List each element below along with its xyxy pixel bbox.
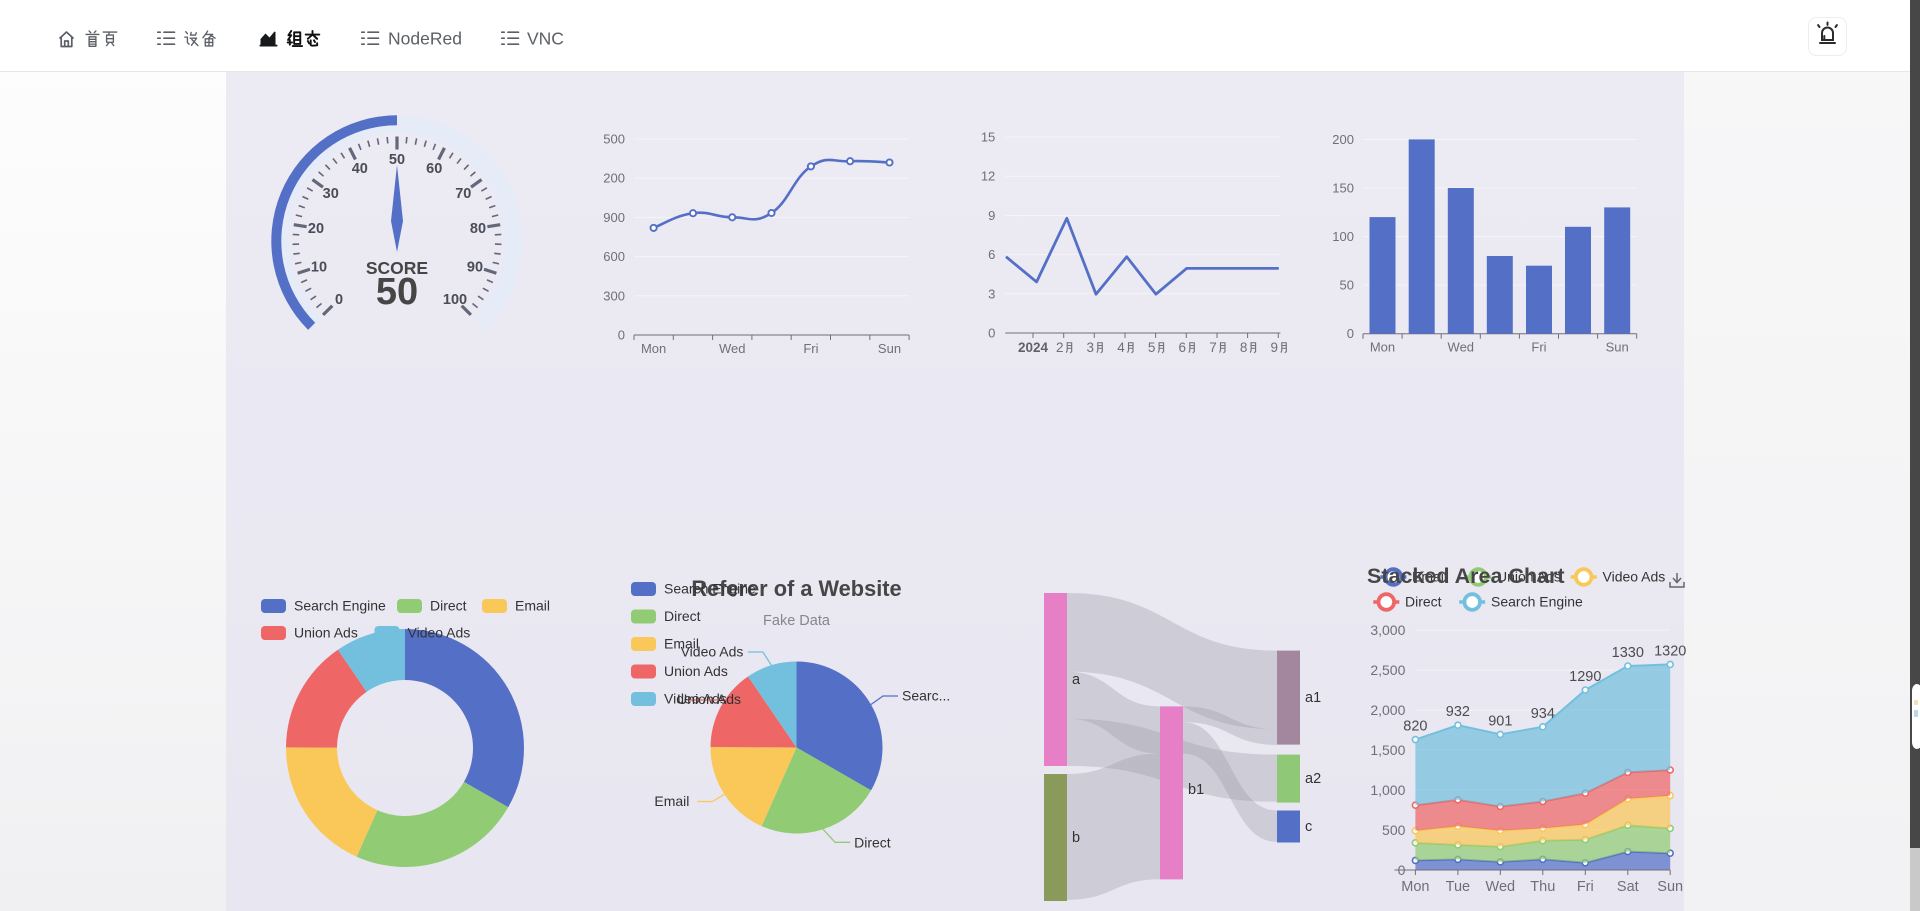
svg-text:12: 12 xyxy=(981,169,995,184)
svg-text:Stacked Area Chart: Stacked Area Chart xyxy=(1367,564,1565,588)
svg-text:b: b xyxy=(1072,830,1080,846)
svg-text:6: 6 xyxy=(988,247,995,262)
svg-text:c: c xyxy=(1305,819,1312,835)
svg-text:Video Ads: Video Ads xyxy=(408,625,471,641)
svg-text:3,000: 3,000 xyxy=(1370,622,1405,638)
svg-text:934: 934 xyxy=(1531,706,1555,722)
svg-text:500: 500 xyxy=(1382,822,1406,838)
svg-text:a2: a2 xyxy=(1305,771,1321,787)
svg-text:90: 90 xyxy=(467,259,483,275)
svg-text:Union Ads: Union Ads xyxy=(1497,569,1561,585)
svg-text:Video Ads: Video Ads xyxy=(1603,569,1666,585)
svg-text:0: 0 xyxy=(988,326,995,341)
svg-text:Direct: Direct xyxy=(1405,594,1442,610)
svg-text:1320: 1320 xyxy=(1654,643,1686,659)
svg-text:Email: Email xyxy=(515,598,550,614)
svg-text:150: 150 xyxy=(1332,181,1354,196)
svg-text:1,000: 1,000 xyxy=(1370,782,1405,798)
svg-text:a: a xyxy=(1072,672,1081,688)
svg-text:Sat: Sat xyxy=(1617,879,1639,895)
svg-text:9: 9 xyxy=(988,208,995,223)
svg-text:Fake Data: Fake Data xyxy=(763,613,831,629)
svg-text:Email: Email xyxy=(1412,569,1447,585)
svg-text:200: 200 xyxy=(603,171,625,186)
svg-text:900: 900 xyxy=(603,210,625,225)
svg-text:100: 100 xyxy=(1332,229,1354,244)
svg-text:Referer of a Website: Referer of a Website xyxy=(691,576,901,601)
svg-text:Search Engine: Search Engine xyxy=(664,581,756,597)
svg-text:6: 6 xyxy=(1179,340,1187,355)
svg-text:Mon: Mon xyxy=(641,341,666,356)
svg-text:Sun: Sun xyxy=(1657,879,1683,895)
svg-text:50: 50 xyxy=(1340,278,1354,293)
svg-text:Fri: Fri xyxy=(803,341,818,356)
svg-text:1290: 1290 xyxy=(1569,669,1601,685)
svg-text:a1: a1 xyxy=(1305,690,1321,706)
svg-text:Wed: Wed xyxy=(719,341,746,356)
svg-text:70: 70 xyxy=(455,186,471,202)
svg-text:50: 50 xyxy=(389,152,405,168)
svg-text:Video Ads: Video Ads xyxy=(664,691,727,707)
svg-text:Video Ads: Video Ads xyxy=(681,644,744,660)
svg-text:2,500: 2,500 xyxy=(1370,662,1405,678)
svg-text:2,000: 2,000 xyxy=(1370,702,1405,718)
svg-text:Union Ads: Union Ads xyxy=(677,691,741,707)
svg-text:7: 7 xyxy=(1209,340,1217,355)
svg-text:Fri: Fri xyxy=(1577,879,1594,895)
svg-text:Wed: Wed xyxy=(1448,340,1475,355)
svg-text:50: 50 xyxy=(376,271,418,313)
svg-text:Mon: Mon xyxy=(1370,340,1395,355)
svg-text:Direct: Direct xyxy=(664,608,701,624)
svg-text:1330: 1330 xyxy=(1612,645,1644,661)
svg-text:0: 0 xyxy=(335,292,343,308)
svg-text:b1: b1 xyxy=(1188,782,1204,798)
svg-text:200: 200 xyxy=(1332,132,1354,147)
svg-text:2024: 2024 xyxy=(1018,340,1049,355)
svg-text:Sun: Sun xyxy=(1606,340,1629,355)
svg-text:20: 20 xyxy=(308,221,324,237)
svg-text:Tue: Tue xyxy=(1446,879,1470,895)
svg-text:Searc...: Searc... xyxy=(902,687,950,703)
svg-text:Union Ads: Union Ads xyxy=(664,663,728,679)
svg-text:3: 3 xyxy=(1087,340,1095,355)
svg-text:500: 500 xyxy=(603,132,625,147)
svg-text:40: 40 xyxy=(352,161,368,177)
svg-text:Wed: Wed xyxy=(1486,879,1516,895)
svg-text:NodeRed: NodeRed xyxy=(388,29,462,49)
svg-text:4: 4 xyxy=(1117,340,1125,355)
svg-text:0: 0 xyxy=(1347,326,1354,341)
svg-text:10: 10 xyxy=(311,259,327,275)
svg-text:9: 9 xyxy=(1271,340,1279,355)
svg-text:3: 3 xyxy=(988,286,995,301)
svg-text:0: 0 xyxy=(618,328,625,343)
svg-text:8: 8 xyxy=(1240,340,1248,355)
svg-text:15: 15 xyxy=(981,130,995,145)
svg-text:Email: Email xyxy=(654,793,689,809)
svg-text:820: 820 xyxy=(1403,719,1427,735)
svg-text:Search Engine: Search Engine xyxy=(1491,594,1583,610)
svg-text:Fri: Fri xyxy=(1531,340,1546,355)
svg-text:Email: Email xyxy=(664,636,699,652)
svg-text:Direct: Direct xyxy=(854,834,891,850)
svg-text:932: 932 xyxy=(1446,704,1470,720)
svg-text:Search Engine: Search Engine xyxy=(294,598,386,614)
svg-text:VNC: VNC xyxy=(527,29,564,49)
svg-text:300: 300 xyxy=(603,288,625,303)
svg-text:Mon: Mon xyxy=(1401,879,1429,895)
svg-text:Sun: Sun xyxy=(878,341,901,356)
svg-text:SCORE: SCORE xyxy=(366,258,428,278)
svg-text:80: 80 xyxy=(470,221,486,237)
svg-text:901: 901 xyxy=(1488,713,1512,729)
svg-text:60: 60 xyxy=(426,161,442,177)
svg-text:100: 100 xyxy=(443,292,467,308)
svg-text:Direct: Direct xyxy=(430,598,467,614)
svg-text:600: 600 xyxy=(603,249,625,264)
svg-text:30: 30 xyxy=(323,186,339,202)
svg-text:Union Ads: Union Ads xyxy=(294,625,358,641)
svg-text:2: 2 xyxy=(1056,340,1064,355)
svg-text:Thu: Thu xyxy=(1530,879,1555,895)
svg-text:5: 5 xyxy=(1148,340,1156,355)
svg-text:1,500: 1,500 xyxy=(1370,742,1405,758)
